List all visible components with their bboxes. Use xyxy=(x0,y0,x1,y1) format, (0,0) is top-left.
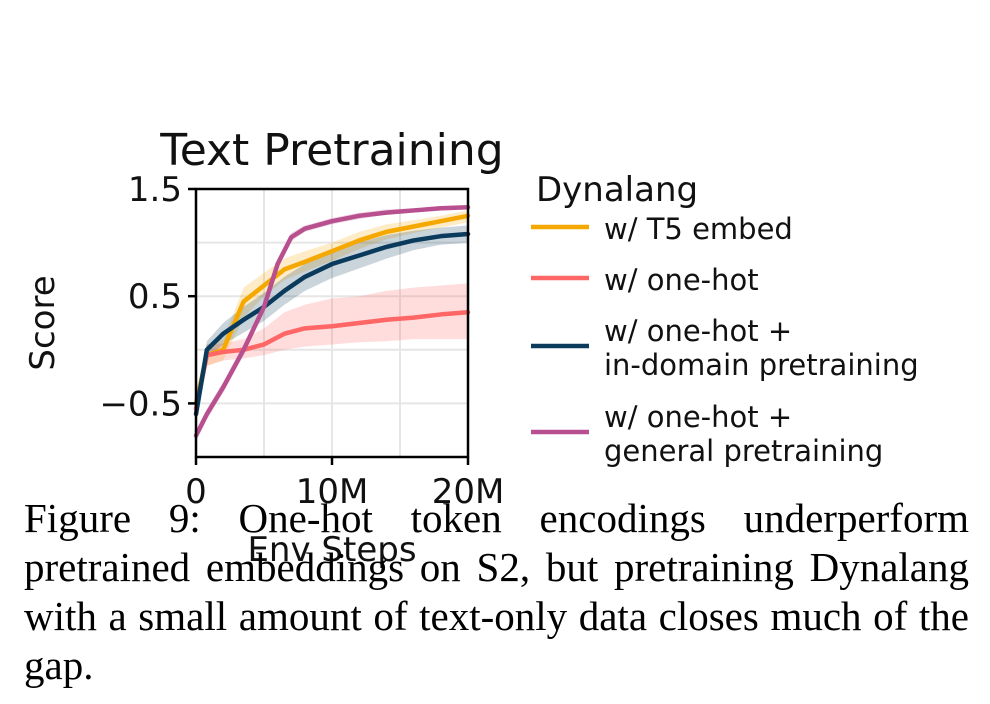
legend-label-3: w/ one-hot + xyxy=(604,314,792,348)
figure-caption: Figure 9: One-hot token encodings underp… xyxy=(24,495,969,688)
axis-ticks: 0 10M 20M −0.5 0.5 1.5 xyxy=(99,170,504,512)
legend-label-4: w/ one-hot + xyxy=(604,400,792,434)
y-tick-label: 0.5 xyxy=(128,277,182,317)
y-tick-label: 1.5 xyxy=(128,170,182,210)
y-tick-label: −0.5 xyxy=(99,384,182,424)
legend: Dynalang w/ T5 embed w/ one-hot w/ one-hot… xyxy=(531,170,919,468)
x-axis-label: Env Steps xyxy=(247,530,416,570)
chart-title: Text Pretraining xyxy=(159,125,503,176)
line-series-2 xyxy=(193,310,471,412)
line-series-3 xyxy=(193,231,471,417)
legend-label-2: w/ one-hot xyxy=(604,263,759,297)
legend-label-3: in-domain pretraining xyxy=(604,348,919,382)
x-tick-label: 20M xyxy=(432,472,505,512)
line-series-4 xyxy=(193,204,471,438)
legend-title: Dynalang xyxy=(536,170,698,210)
plot-area: 0 10M 20M −0.5 0.5 1.5 xyxy=(99,170,504,512)
legend-label-1: w/ T5 embed xyxy=(604,212,793,246)
y-axis-label: Score xyxy=(23,275,63,370)
x-tick-label: 10M xyxy=(296,472,369,512)
x-tick-label: 0 xyxy=(185,472,207,512)
legend-label-4: general pretraining xyxy=(604,434,883,468)
series-lines xyxy=(193,204,471,438)
